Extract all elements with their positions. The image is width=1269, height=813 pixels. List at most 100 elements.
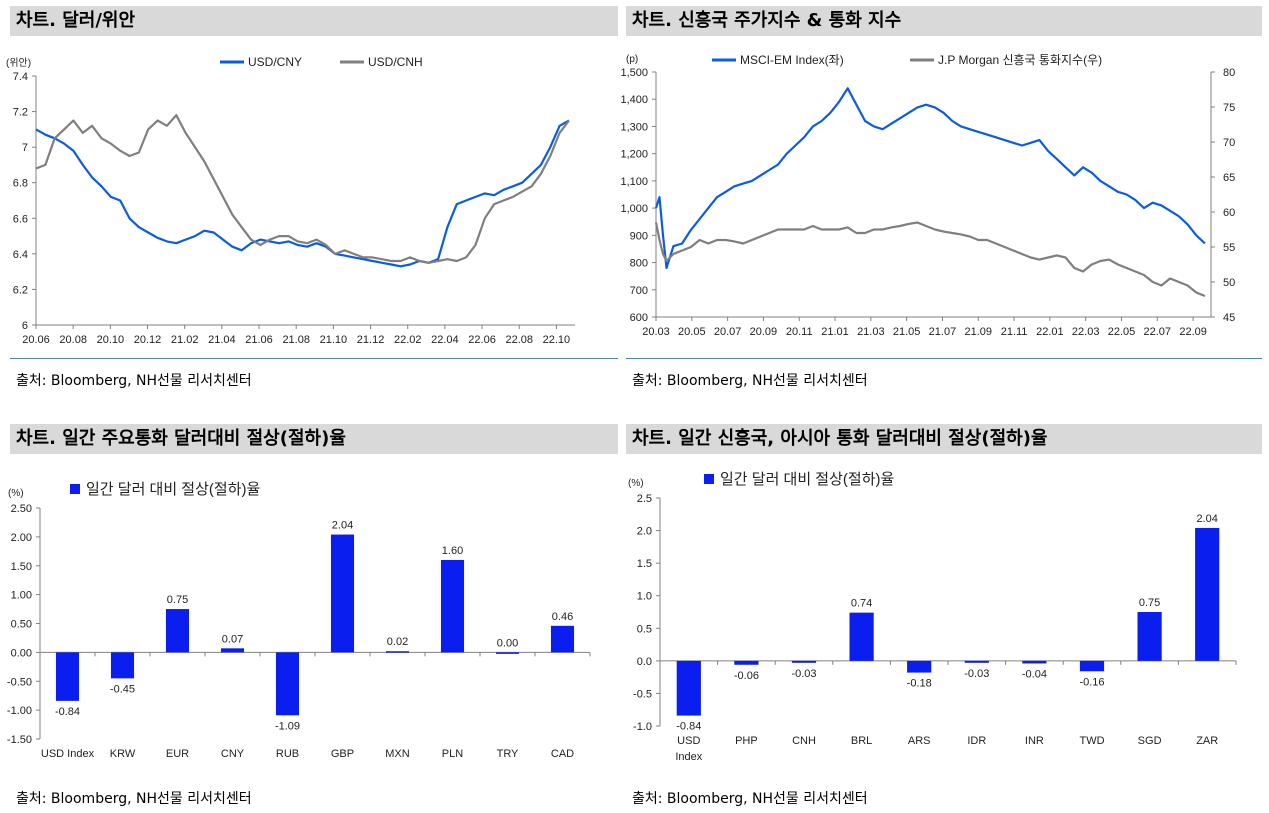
y-tick-label: 1,500 — [620, 67, 648, 79]
y-tick-label: -0.50 — [7, 676, 32, 688]
chart-panel-em-fx: 차트. 일간 신흥국, 아시아 통화 달러대비 절상(절하)율 (%) -1.0 -… — [626, 424, 1262, 810]
bar — [1137, 612, 1162, 661]
source-divider — [10, 358, 618, 359]
x-tick-label: 20.06 — [22, 334, 50, 346]
series-line-1 — [654, 87, 1206, 270]
y-tick-label: 1,000 — [620, 203, 648, 215]
x-tick-label: 22.02 — [394, 334, 422, 346]
category-label: BRL — [851, 735, 872, 747]
category-label: PLN — [442, 748, 463, 760]
y-tick-label: 0.00 — [11, 647, 32, 659]
legend-swatch — [70, 484, 80, 494]
y-tick-label: 1,100 — [620, 176, 648, 188]
y-tick-label: 0.50 — [11, 619, 32, 631]
y-tick-label: 1,200 — [620, 149, 648, 161]
bar — [55, 652, 80, 701]
category-label: GBP — [331, 748, 354, 760]
source-note: 출처: Bloomberg, NH선물 리서치센터 — [632, 791, 868, 807]
bar — [676, 660, 701, 716]
y-tick-label: 0.5 — [637, 623, 652, 635]
x-tick-label: 22.10 — [543, 334, 571, 346]
series-line-1 — [35, 119, 570, 268]
series-line-2 — [35, 113, 570, 264]
y-tick-label: 7.2 — [13, 107, 28, 119]
x-tick-label: 21.06 — [245, 334, 273, 346]
category-label: TRY — [497, 748, 519, 760]
x-tick-label: 21.12 — [357, 334, 385, 346]
source-note: 출처: Bloomberg, NH선물 리서치센터 — [16, 373, 252, 389]
x-tick-label: 21.02 — [171, 334, 199, 346]
legend-label: J.P Morgan 신흥국 통화지수(우) — [938, 53, 1102, 67]
x-tick-label: 21.01 — [821, 326, 849, 338]
data-label: -0.06 — [734, 670, 759, 682]
chart-panel-usdcny: 차트. 달러/위안 (위안) 6 6.2 6.4 6.6 6.8 7 7.2 7.4 20.06 2… — [6, 6, 618, 396]
bar — [550, 625, 575, 653]
major-fx-bar-chart: (%) -1.50 -1.00 -0.50 0.00 0.50 1.00 1.50 2.00 2.… — [7, 481, 591, 760]
category-label: ZAR — [1196, 735, 1218, 747]
y-tick-label: 6.8 — [13, 178, 28, 190]
legend-label: USD/CNH — [368, 55, 423, 69]
category-label: KRW — [110, 748, 136, 760]
y-tick-label: 2.00 — [11, 532, 32, 544]
y-tick-label: 1.5 — [637, 558, 652, 570]
bar — [440, 559, 465, 653]
category-label: CNY — [221, 748, 245, 760]
x-tick-label: 20.07 — [714, 326, 742, 338]
data-label: -0.16 — [1079, 676, 1104, 688]
y-tick-label: 1.50 — [11, 561, 32, 573]
bar — [849, 612, 874, 661]
x-tick-label: 20.10 — [97, 334, 125, 346]
x-tick-label: 21.05 — [893, 326, 921, 338]
y-tick-label: 6.6 — [13, 213, 28, 225]
x-tick-label: 21.09 — [964, 326, 992, 338]
data-label: -0.04 — [1022, 668, 1047, 680]
bar — [220, 648, 245, 653]
y2-tick-label: 60 — [1223, 207, 1235, 219]
y-tick-label: 600 — [630, 312, 648, 324]
legend-label: USD/CNY — [248, 55, 302, 69]
bar — [330, 534, 355, 653]
unit-label: (p) — [626, 54, 638, 65]
y-tick-label: 7.4 — [13, 71, 28, 83]
chart-panel-major-fx: 차트. 일간 주요통화 달러대비 절상(절하)율 (%) -1.50 -1.00 -0… — [7, 424, 618, 810]
bar — [791, 660, 817, 663]
bar — [110, 652, 135, 679]
bar — [275, 652, 300, 716]
x-tick-label: 21.04 — [208, 334, 236, 346]
unit-label: (%) — [8, 488, 24, 499]
data-label: 2.04 — [332, 520, 353, 532]
data-label: 0.00 — [497, 637, 518, 649]
y2-tick-label: 75 — [1223, 102, 1235, 114]
x-tick-label: 21.11 — [1001, 326, 1028, 338]
category-label: SGD — [1138, 735, 1162, 747]
legend-label: 일간 달러 대비 절상(절하)율 — [720, 471, 894, 488]
bar — [1195, 527, 1220, 661]
chart-panel-em-index: 차트. 신흥국 주가지수 & 통화 지수 (p) 600 700 800 900 1,00… — [620, 6, 1262, 396]
data-label: -0.45 — [110, 683, 135, 695]
bar — [165, 609, 190, 653]
unit-label: (%) — [628, 478, 644, 489]
y-tick-label: 6.2 — [13, 284, 28, 296]
y-tick-label: 900 — [630, 230, 648, 242]
y-tick-label: -1.00 — [7, 705, 32, 717]
x-tick-label: 20.08 — [59, 334, 87, 346]
bar — [495, 652, 520, 654]
data-label: 0.75 — [1139, 597, 1160, 609]
x-tick-label: 22.07 — [1144, 326, 1172, 338]
bar — [964, 660, 989, 663]
y-tick-label: 1.0 — [637, 591, 652, 603]
legend-label: 일간 달러 대비 절상(절하)율 — [86, 481, 260, 498]
category-label: RUB — [276, 748, 299, 760]
category-label: IDR — [967, 735, 986, 747]
chart-title: 차트. 신흥국 주가지수 & 통화 지수 — [626, 6, 1262, 36]
chart-title: 차트. 일간 신흥국, 아시아 통화 달러대비 절상(절하)율 — [626, 424, 1262, 454]
data-label: 0.07 — [222, 633, 243, 645]
y2-tick-label: 55 — [1223, 242, 1235, 254]
y-tick-label: 2.5 — [637, 493, 652, 505]
category-label: TWD — [1079, 735, 1104, 747]
x-tick-label: 21.08 — [282, 334, 310, 346]
legend-label: MSCI-EM Index(좌) — [740, 53, 844, 67]
x-tick-label: 21.07 — [929, 326, 957, 338]
data-label: 0.74 — [851, 598, 872, 610]
y-tick-label: 700 — [630, 285, 648, 297]
